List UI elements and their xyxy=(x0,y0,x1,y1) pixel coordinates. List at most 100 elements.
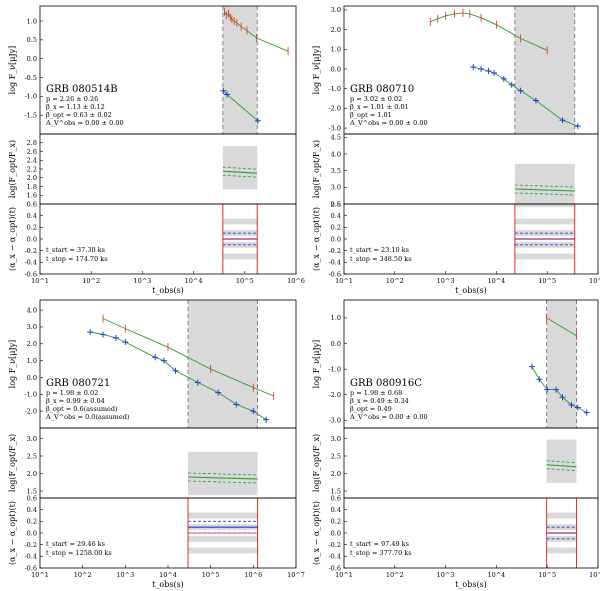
y-tick-label: 2.0 xyxy=(27,470,37,478)
y-tick-label: -0.4 xyxy=(24,553,37,561)
time-window-label: t_start = 29.46 ks xyxy=(46,540,105,548)
y-axis-label: (α_x − α_opt)(t) xyxy=(8,207,17,271)
y-tick-label: 0.0 xyxy=(27,55,37,63)
grb-title: GRB 080721 xyxy=(46,378,110,389)
y-tick-label: -1.0 xyxy=(24,391,37,399)
y-tick-label: 0.0 xyxy=(331,529,341,537)
y-tick-label: 0.6 xyxy=(27,494,37,502)
y-tick-label: -0.6 xyxy=(328,564,341,572)
y-tick-label: 2.0 xyxy=(27,340,37,348)
x-tick-label: 10^2 xyxy=(82,277,100,285)
confidence-band xyxy=(188,547,258,554)
x-axis-label: t_obs(s) xyxy=(152,580,184,589)
y-tick-label: -2.0 xyxy=(328,391,341,399)
y-tick-label: -2.0 xyxy=(328,105,341,113)
x-tick-label: 10^1 xyxy=(335,277,353,285)
y-tick-label: 0.4 xyxy=(27,506,37,514)
y-axis-label: (α_x − α_opt)(t) xyxy=(312,207,321,271)
fit-parameter: β_opt = 0.49 xyxy=(350,405,392,413)
x-tick-label: 10^4 xyxy=(487,277,505,285)
y-tick-label: 2.8 xyxy=(27,139,37,147)
x-axis-label: t_obs(s) xyxy=(455,580,487,589)
time-window-label: t_stop = 174.70 ks xyxy=(46,255,108,263)
y-tick-label: 0.2 xyxy=(331,518,341,526)
y-tick-label: 3.0 xyxy=(331,184,341,192)
y-tick-label: 0.0 xyxy=(331,235,341,243)
y-tick-label: 4.5 xyxy=(331,134,341,142)
y-tick-label: -0.2 xyxy=(24,247,37,255)
x-tick-label: 10^4 xyxy=(185,277,203,285)
y-axis-label: log(F_opt/F_x) xyxy=(8,434,17,492)
y-tick-label: 0.4 xyxy=(27,212,37,220)
y-tick-label: 1.5 xyxy=(27,487,37,495)
fit-window-shade xyxy=(514,6,575,134)
y-tick-label: -0.6 xyxy=(328,270,341,278)
x-tick-label: 10^3 xyxy=(437,277,455,285)
y-axis-label: log F_ν[μJy] xyxy=(8,46,17,95)
y-tick-label: 0.6 xyxy=(331,494,341,502)
y-tick-label: 1.0 xyxy=(27,357,37,365)
x-tick-label: 10^2 xyxy=(386,571,404,579)
y-tick-label: 2.4 xyxy=(27,157,37,165)
ratio-curve xyxy=(514,188,575,192)
x-tick-label: 10^6 xyxy=(589,571,600,579)
alpha-subplot: 0.6 0.4 0.2 0.0 -0.2 -0.4 -0.6 (α_x − α_opt)(t) xyxy=(312,200,599,278)
confidence-band xyxy=(514,253,575,260)
ratio-upper-bound xyxy=(188,472,258,476)
optical-model-line xyxy=(546,317,577,337)
confidence-band xyxy=(514,218,575,225)
x-tick-label: 10^4 xyxy=(159,571,177,579)
panel-4: 1.0 0.0 -1.0 -2.0 -3.0 log F_ν[μJy] 3.0 2.5 2.0 1… xyxy=(312,299,600,589)
y-tick-label: -0.2 xyxy=(328,541,341,549)
y-axis-label: log F_ν[μJy] xyxy=(8,340,17,389)
ratio-subplot: 2.82.62.42.22.01.81.6 log(F_opt/F_x) xyxy=(8,133,297,205)
flux-subplot: 4.0 3.0 2.0 1.0 0.0 -1.0 -2.0 log F_ν[μJy] xyxy=(8,299,297,429)
xray-model-line xyxy=(473,66,578,127)
alpha-subplot: 0.6 0.4 0.2 0.0 -0.2 -0.4 -0.6 (α_x − α_opt)(t) xyxy=(8,200,297,278)
y-axis-label: log F_ν[μJy] xyxy=(312,46,321,95)
y-tick-label: 0.2 xyxy=(27,224,37,232)
ratio-upper-bound xyxy=(222,166,258,170)
fit-parameter: A_V^obs = 0.00 ± 0.00 xyxy=(45,119,124,127)
y-tick-label: 0.0 xyxy=(27,374,37,382)
y-tick-label: 2.0 xyxy=(331,470,341,478)
x-tick-label: 10^6 xyxy=(244,571,262,579)
confidence-band xyxy=(546,512,577,519)
x-tick-label: 10^1 xyxy=(31,277,49,285)
y-tick-label: -2.0 xyxy=(24,407,37,415)
time-window-label: t_start = 97.49 ks xyxy=(350,540,409,548)
y-tick-label: -0.2 xyxy=(24,541,37,549)
fit-parameter: A_V^obs = 0.00 ± 0.00 xyxy=(349,119,428,127)
y-tick-label: 3.0 xyxy=(331,435,341,443)
ratio-curve xyxy=(222,170,258,174)
y-tick-label: -1.5 xyxy=(24,111,37,119)
y-tick-label: 4.0 xyxy=(331,150,341,158)
time-window-label: t_stop = 348.50 ks xyxy=(350,255,412,263)
confidence-band xyxy=(222,253,258,260)
y-tick-label: 0.4 xyxy=(331,506,341,514)
fit-window-shade xyxy=(222,6,258,134)
fit-parameter: A_V^obs = 0.0(assumed) xyxy=(45,413,130,421)
y-tick-label: 2.5 xyxy=(27,452,37,460)
time-window-label: t_start = 37.30 ks xyxy=(46,246,105,254)
y-tick-label: 0.4 xyxy=(331,212,341,220)
x-tick-label: 10^3 xyxy=(133,277,151,285)
y-tick-label: 4.0 xyxy=(27,306,37,314)
y-tick-label: 3.0 xyxy=(331,6,341,14)
y-axis-label: log F_ν[μJy] xyxy=(312,340,321,389)
fit-window-shade xyxy=(188,300,258,428)
fit-parameter: β_x = 0.49 ± 0.34 xyxy=(350,397,409,405)
y-tick-label: -0.6 xyxy=(24,564,37,572)
y-tick-label: 1.0 xyxy=(27,17,37,25)
fit-parameter: β_x = 0.99 ± 0.04 xyxy=(46,397,105,405)
fit-parameter: β_opt = 1.01 xyxy=(350,111,392,119)
ratio-frame xyxy=(39,133,297,205)
y-tick-label: 1.6 xyxy=(27,192,37,200)
grb-title: GRB 080710 xyxy=(350,84,414,95)
confidence-band xyxy=(546,547,577,554)
ratio-curve xyxy=(188,476,258,480)
alpha-subplot: 0.6 0.4 0.2 0.0 -0.2 -0.4 -0.6 (α_x − α_opt)(t) xyxy=(8,494,297,572)
x-tick-label: 10^5 xyxy=(236,277,254,285)
x-tick-label: 10^5 xyxy=(202,571,220,579)
fit-parameter: β_opt = 0.63 ± 0.02 xyxy=(46,111,112,119)
